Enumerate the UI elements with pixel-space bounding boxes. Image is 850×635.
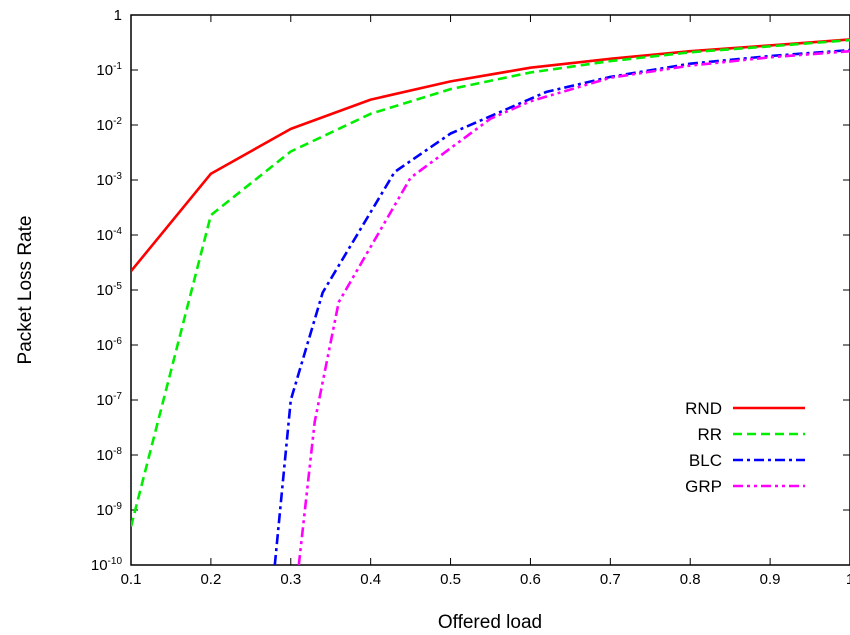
series-line-blc — [273, 48, 850, 565]
legend-label-blc: BLC — [689, 451, 722, 470]
series-line-rnd — [131, 38, 850, 273]
x-tick-label: 1 — [846, 571, 850, 588]
y-axis-ticks: 10-10 10-9 10-8 10-7 10-6 10-5 10-4 10-3 10-2 10-… — [91, 7, 850, 574]
x-tick-label: 0.8 — [680, 571, 701, 588]
legend-label-rr: RR — [697, 425, 722, 444]
x-tick-label: 0.6 — [520, 571, 541, 588]
series-lines — [131, 38, 850, 565]
series-line-rr — [131, 38, 850, 527]
x-tick-label: 0.1 — [121, 571, 142, 588]
y-tick-label: 10-8 — [96, 446, 122, 464]
x-tick-label: 0.5 — [440, 571, 461, 588]
x-tick-label: 0.9 — [760, 571, 781, 588]
y-axis-title: Packet Loss Rate — [15, 216, 36, 365]
y-tick-label: 10-3 — [96, 171, 122, 189]
series-line-grp — [297, 49, 850, 565]
y-tick-label: 10-6 — [96, 336, 122, 354]
y-tick-label: 10-1 — [96, 61, 122, 79]
y-tick-label: 10-9 — [96, 501, 122, 519]
legend-label-grp: GRP — [685, 477, 722, 496]
y-tick-label: 10-5 — [96, 281, 122, 299]
plot-frame — [130, 14, 850, 566]
x-tick-label: 0.4 — [360, 571, 381, 588]
x-axis-title: Offered load — [438, 612, 542, 633]
x-axis-ticks: 0.1 0.2 0.3 0.4 0.5 0.6 0.7 0.8 0.9 1 — [121, 15, 850, 588]
y-tick-label: 10-2 — [96, 116, 122, 134]
y-tick-label: 10-4 — [96, 226, 122, 244]
legend-label-rnd: RND — [685, 399, 722, 418]
y-tick-label: 1 — [114, 7, 122, 24]
x-tick-label: 0.2 — [200, 571, 221, 588]
y-tick-label: 10-7 — [96, 391, 122, 409]
y-tick-label: 10-10 — [91, 556, 123, 574]
legend: RND RR BLC GRP — [685, 399, 805, 496]
x-tick-label: 0.3 — [280, 571, 301, 588]
x-tick-label: 0.7 — [600, 571, 621, 588]
